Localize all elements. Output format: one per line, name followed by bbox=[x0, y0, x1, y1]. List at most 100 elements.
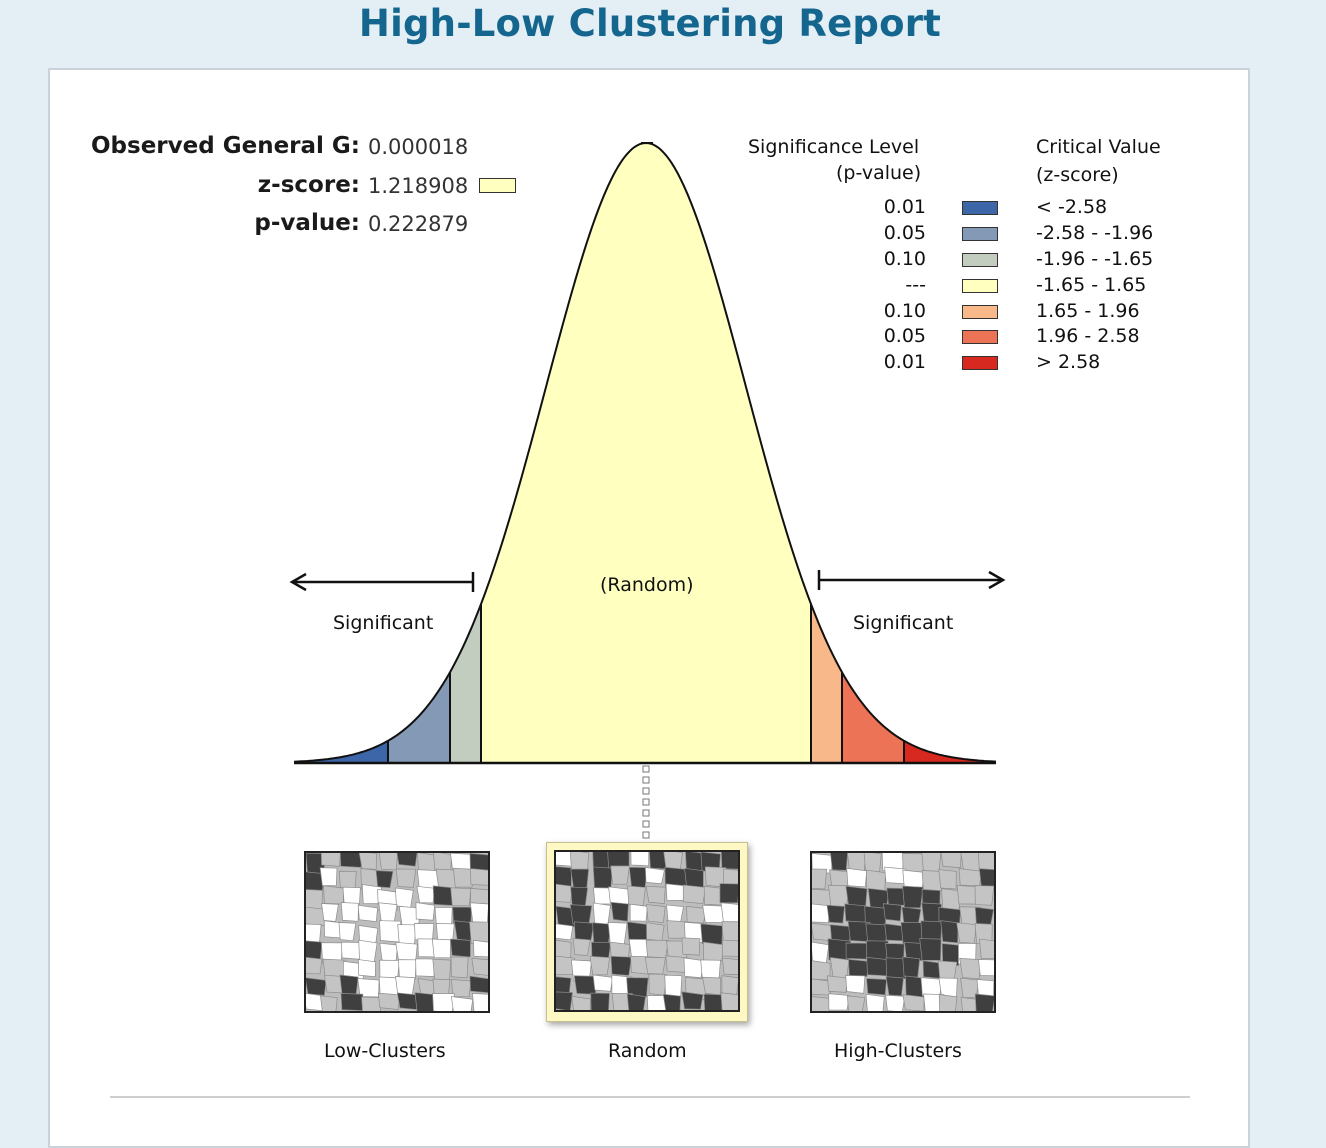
significant-left-label: Significant bbox=[333, 612, 434, 634]
map-polygon bbox=[646, 922, 665, 942]
map-polygon bbox=[357, 904, 378, 923]
map-polygon bbox=[469, 975, 490, 994]
map-border bbox=[810, 851, 996, 1013]
map-polygon bbox=[940, 851, 962, 868]
legend-zscore-range: 1.65 - 1.96 bbox=[1036, 300, 1140, 322]
map-polygon bbox=[471, 958, 490, 976]
map-polygon bbox=[703, 993, 727, 1012]
legend-zscore-range: -2.58 - -1.96 bbox=[1036, 222, 1154, 244]
map-polygon bbox=[573, 921, 595, 941]
zscore-swatch bbox=[479, 178, 516, 193]
map-polygon bbox=[432, 958, 452, 982]
map-polygon bbox=[826, 975, 848, 993]
map-polygon bbox=[683, 957, 704, 979]
legend-pvalue: 0.05 bbox=[883, 222, 926, 244]
significant-right-label: Significant bbox=[853, 612, 954, 634]
legend-zscore-range: < -2.58 bbox=[1036, 196, 1108, 218]
map-polygon bbox=[810, 978, 831, 996]
map-polygon bbox=[921, 851, 942, 874]
map-polygon bbox=[645, 885, 666, 905]
map-polygon bbox=[921, 870, 945, 892]
legend-pvalue: 0.10 bbox=[883, 300, 926, 322]
map-polygon bbox=[845, 974, 866, 994]
map-polygon bbox=[590, 992, 610, 1012]
map-polygon bbox=[554, 955, 575, 976]
map-polygon bbox=[666, 904, 684, 923]
map-polygon bbox=[554, 991, 573, 1012]
map-polygon bbox=[630, 955, 650, 975]
map-polygon bbox=[554, 883, 573, 903]
legend-swatch bbox=[962, 305, 998, 319]
legend-swatch bbox=[962, 330, 998, 344]
map-polygon bbox=[828, 884, 849, 908]
map-polygon bbox=[611, 993, 633, 1012]
map-polygon bbox=[469, 902, 490, 924]
map-polygon bbox=[358, 939, 378, 962]
observed-general-g-value: 0.000018 bbox=[368, 135, 469, 159]
map-polygon bbox=[866, 956, 889, 977]
zscore-header: (z-score) bbox=[1036, 164, 1119, 186]
map-polygon bbox=[885, 943, 905, 961]
map-polygon bbox=[396, 851, 418, 867]
pvalue-label: p-value: bbox=[254, 210, 360, 236]
low-clusters-label: Low-Clusters bbox=[324, 1040, 446, 1062]
map-polygon bbox=[844, 903, 867, 923]
map-polygon bbox=[828, 993, 850, 1011]
map-polygon bbox=[607, 922, 628, 945]
map-polygon bbox=[589, 955, 611, 976]
zscore-label: z-score: bbox=[257, 172, 360, 198]
map-polygon bbox=[663, 850, 683, 871]
low-clusters-map bbox=[304, 851, 490, 1013]
map-polygon bbox=[340, 993, 364, 1011]
map-polygon bbox=[810, 922, 834, 942]
map-polygon bbox=[304, 956, 323, 975]
map-polygon bbox=[720, 850, 740, 870]
legend-pvalue: 0.01 bbox=[883, 351, 926, 373]
map-polygon bbox=[938, 994, 958, 1013]
map-border bbox=[304, 851, 490, 1013]
map-polygon bbox=[378, 851, 398, 871]
map-polygon bbox=[340, 902, 359, 922]
map-polygon bbox=[646, 904, 666, 923]
map-polygon bbox=[396, 992, 419, 1010]
map-polygon bbox=[627, 885, 646, 907]
map-polygon bbox=[845, 942, 868, 960]
map-polygon bbox=[978, 959, 996, 977]
map-polygon bbox=[610, 955, 632, 976]
map-polygon bbox=[666, 920, 687, 939]
map-polygon bbox=[339, 974, 359, 996]
legend-swatch bbox=[962, 253, 998, 267]
map-polygon bbox=[974, 993, 996, 1013]
map-polygon bbox=[304, 977, 327, 996]
map-polygon bbox=[979, 938, 996, 959]
map-polygon bbox=[377, 992, 401, 1011]
map-polygon bbox=[431, 938, 451, 959]
map-polygon bbox=[320, 995, 338, 1013]
map-polygon bbox=[554, 923, 574, 941]
random-label: Random bbox=[608, 1040, 687, 1062]
map-polygon bbox=[846, 867, 868, 888]
map-polygon bbox=[397, 924, 417, 946]
map-polygon bbox=[610, 901, 629, 922]
legend-pvalue: 0.10 bbox=[883, 248, 926, 270]
map-polygon bbox=[570, 868, 590, 890]
map-polygon bbox=[686, 906, 707, 924]
map-polygon bbox=[415, 902, 436, 921]
map-polygon bbox=[720, 902, 740, 924]
observed-general-g-label: Observed General G: bbox=[91, 133, 360, 159]
map-polygon bbox=[863, 851, 882, 873]
map-polygon bbox=[681, 937, 701, 956]
map-border bbox=[554, 850, 740, 1012]
map-polygon bbox=[681, 991, 704, 1010]
legend-swatch bbox=[962, 227, 998, 241]
map-polygon bbox=[395, 976, 416, 996]
map-polygon bbox=[395, 887, 414, 908]
random-curve-label: (Random) bbox=[600, 574, 694, 596]
map-polygon bbox=[978, 868, 996, 890]
legend-pvalue: 0.01 bbox=[883, 196, 926, 218]
legend-zscore-range: 1.96 - 2.58 bbox=[1036, 325, 1140, 347]
map-polygon bbox=[338, 870, 357, 890]
map-polygon bbox=[569, 904, 593, 925]
map-polygon bbox=[919, 938, 942, 961]
map-polygon bbox=[570, 886, 589, 908]
